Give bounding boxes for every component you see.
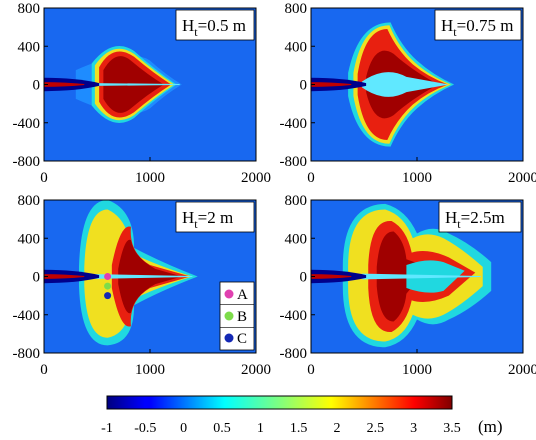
- panel-label: Ht=2.5m: [445, 208, 505, 231]
- y-tick-label: -400: [13, 116, 41, 132]
- x-tick-label: 2000: [241, 362, 271, 378]
- y-tick-label: 0: [33, 270, 41, 286]
- legend-label-C: C: [237, 331, 247, 347]
- plume-layer-5: [361, 273, 481, 280]
- legend-label-A: A: [237, 287, 248, 303]
- y-tick-label: -800: [13, 154, 41, 170]
- plume: [78, 200, 198, 346]
- y-tick-label: -400: [280, 116, 308, 132]
- y-tick-label: 400: [285, 231, 308, 247]
- colorbar-tick-label: 2.5: [367, 421, 385, 436]
- colorbar-gradient: [106, 395, 453, 410]
- y-tick-label: 400: [18, 231, 41, 247]
- x-tick-label: 2000: [241, 170, 271, 186]
- colorbar-tick-label: 3: [410, 421, 417, 436]
- y-tick-label: 800: [18, 193, 41, 209]
- plume-layer-5: [94, 83, 180, 86]
- y-tick-label: -800: [13, 346, 41, 362]
- x-tick-label: 1000: [402, 362, 432, 378]
- panel-label-box: [438, 201, 522, 233]
- panel-label-rest: =2.5m: [461, 208, 505, 227]
- panel-label-main: H: [441, 16, 453, 35]
- x-tick-label: 2000: [508, 170, 536, 186]
- y-tick-label: -400: [280, 308, 308, 324]
- points-legend: ABC: [219, 281, 255, 351]
- panel-label-rest: =0.5 m: [198, 16, 246, 35]
- legend-marker-A: [224, 289, 234, 299]
- y-tick-label: 400: [285, 39, 308, 55]
- y-tick-label: -800: [280, 346, 308, 362]
- inlet-core: [44, 274, 85, 279]
- panel-field: [311, 200, 523, 353]
- colorbar-unit: (m): [478, 417, 503, 436]
- plume-layer-4: [361, 72, 449, 97]
- panel-label-rest: =0.75 m: [457, 16, 514, 35]
- y-tick-label: 0: [300, 270, 308, 286]
- panel-label: Ht=0.75 m: [441, 16, 513, 39]
- y-tick-label: -800: [280, 154, 308, 170]
- y-tick-label: 800: [285, 193, 308, 209]
- colorbar-tick-label: 1.5: [290, 421, 308, 436]
- colorbar: -1 -0.5 0 0.5 1 1.5 2 2.5 3 3.5 (m): [101, 395, 503, 436]
- plume-layer-4: [88, 226, 104, 268]
- legend-marker-C: [224, 333, 234, 343]
- colorbar-tick-label: 0: [180, 421, 187, 436]
- x-tick-label: 1000: [402, 170, 432, 186]
- inlet-core: [311, 274, 352, 279]
- plume: [348, 22, 455, 147]
- y-tick-label: 0: [33, 78, 41, 94]
- y-tick-label: 0: [300, 78, 308, 94]
- x-tick-label: 0: [307, 362, 315, 378]
- panel-label-main: H: [445, 208, 457, 227]
- panel-label-rest: =2 m: [198, 208, 234, 227]
- panel-label-box: [175, 201, 255, 233]
- x-tick-label: 1000: [135, 170, 165, 186]
- panel-label-box: [434, 9, 522, 41]
- panel-label-box: [175, 9, 255, 41]
- colorbar-tick-label: 3.5: [443, 421, 461, 436]
- inlet-core: [311, 82, 352, 87]
- colorbar-tick-label: -0.5: [134, 421, 156, 436]
- point-B: [104, 282, 112, 290]
- x-tick-label: 0: [307, 170, 315, 186]
- y-tick-label: -400: [13, 308, 41, 324]
- colorbar-tick-label: -1: [101, 421, 113, 436]
- panel-label-main: H: [182, 208, 194, 227]
- plume: [75, 46, 182, 123]
- colorbar-ticks: -1 -0.5 0 0.5 1 1.5 2 2.5 3 3.5: [101, 421, 461, 436]
- point-C: [104, 292, 112, 300]
- plume: [342, 203, 492, 348]
- colorbar-tick-label: 2: [334, 421, 341, 436]
- inlet-core: [44, 82, 85, 87]
- panel-label: Ht=0.5 m: [182, 16, 246, 39]
- plume-layer-5: [88, 285, 104, 327]
- y-tick-label: 800: [18, 1, 41, 17]
- point-A: [104, 273, 112, 280]
- panel-label-sub: t: [457, 217, 461, 231]
- y-tick-label: 400: [18, 39, 41, 55]
- panel-label-main: H: [182, 16, 194, 35]
- panel-label-sub: t: [194, 25, 198, 39]
- legend-marker-B: [224, 311, 234, 321]
- panel-label-sub: t: [194, 217, 198, 231]
- panel-label-sub: t: [453, 25, 457, 39]
- x-tick-label: 0: [40, 362, 48, 378]
- y-tick-label: 800: [285, 1, 308, 17]
- x-tick-label: 1000: [135, 362, 165, 378]
- plume-layer-6: [94, 274, 193, 279]
- colorbar-tick-label: 0.5: [213, 421, 231, 436]
- panel-label: Ht=2 m: [182, 208, 233, 231]
- x-tick-label: 0: [40, 170, 48, 186]
- x-tick-label: 2000: [508, 362, 536, 378]
- legend-label-B: B: [237, 309, 247, 325]
- colorbar-tick-label: 1: [257, 421, 264, 436]
